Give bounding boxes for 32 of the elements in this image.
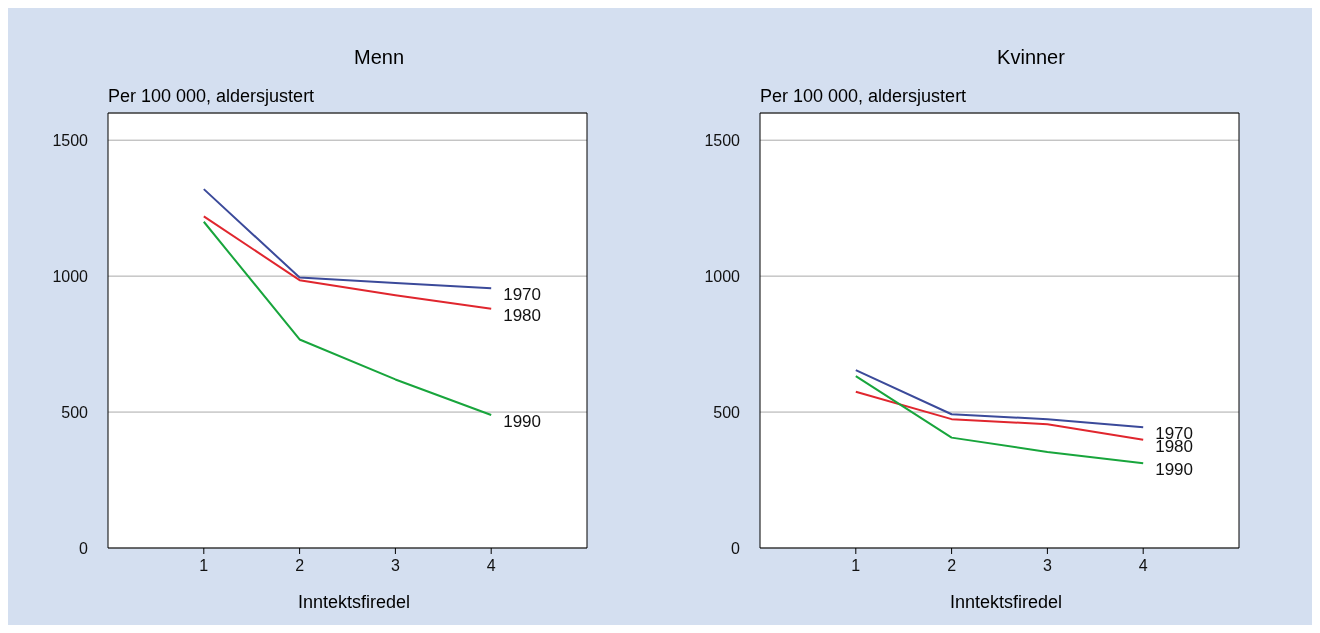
x-tick-label: 3 — [1042, 557, 1052, 575]
x-tick-label: 2 — [295, 557, 305, 575]
y-axis-title: Per 100 000, aldersjustert — [108, 86, 316, 108]
series-label: 1980 — [503, 305, 542, 325]
y-tick-label: 1000 — [52, 267, 89, 285]
x-tick-label: 1 — [851, 557, 861, 575]
x-tick-label: 4 — [486, 557, 496, 575]
y-tick-label: 500 — [61, 403, 89, 421]
x-tick-label: 4 — [1138, 557, 1148, 575]
y-tick-label: 1500 — [704, 131, 741, 149]
x-axis-title: Inntektsfiredel — [296, 592, 412, 613]
series-label: 1990 — [503, 412, 542, 432]
line-series — [202, 220, 493, 417]
x-axis-title: Inntektsfiredel — [948, 592, 1064, 613]
line-series — [854, 375, 1145, 465]
line-series — [202, 188, 493, 290]
line-series — [854, 390, 1145, 441]
y-tick-label: 0 — [79, 539, 89, 557]
y-tick-label: 500 — [713, 403, 741, 421]
series-label: 1990 — [1155, 460, 1194, 480]
x-tick-label: 1 — [199, 557, 209, 575]
chart-title: Menn — [353, 46, 405, 70]
line-series — [202, 215, 493, 310]
x-tick-label: 2 — [947, 557, 957, 575]
series-label: 1970 — [503, 285, 542, 305]
line-series — [854, 369, 1145, 429]
y-tick-label: 0 — [731, 539, 741, 557]
chart-title: Kvinner — [996, 46, 1066, 70]
x-tick-label: 3 — [390, 557, 400, 575]
y-axis-title: Per 100 000, aldersjustert — [760, 86, 968, 108]
y-tick-label: 1000 — [704, 267, 741, 285]
y-tick-label: 1500 — [52, 131, 89, 149]
